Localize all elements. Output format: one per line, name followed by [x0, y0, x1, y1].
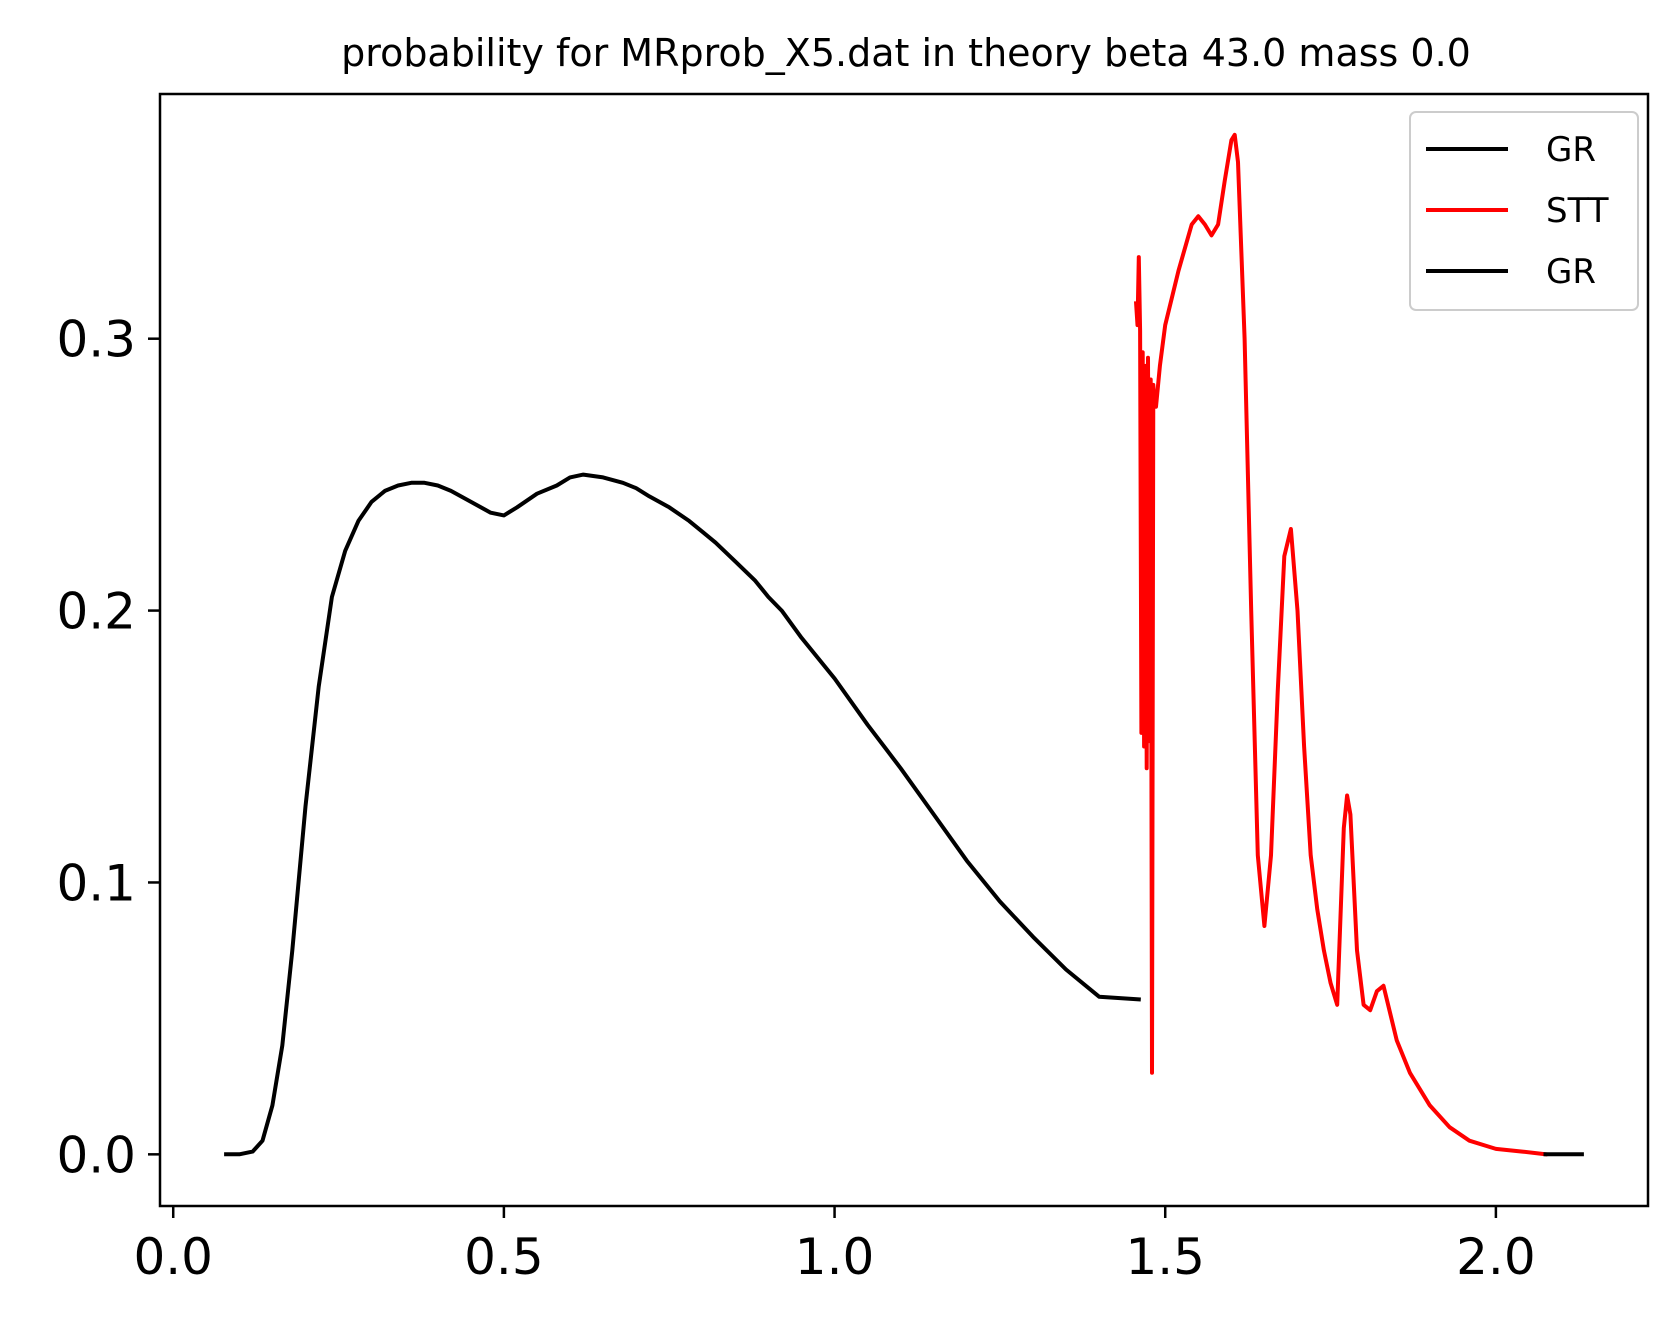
legend-label-gr-2: GR [1546, 252, 1596, 292]
y-tick-label: 0.0 [56, 1126, 136, 1184]
legend: GR STT GR [1409, 111, 1639, 311]
x-tick-label: 0.5 [464, 1228, 544, 1286]
y-tick-label: 0.2 [56, 583, 136, 641]
x-tick-label: 0.0 [133, 1228, 213, 1286]
x-tick-label: 2.0 [1456, 1228, 1536, 1286]
series-line-gr-0 [224, 472, 1141, 1157]
legend-frame [1409, 111, 1639, 311]
plot-frame [158, 92, 1650, 1208]
x-axis: 0.0 0.5 1.0 1.5 2.0 [133, 1206, 1536, 1286]
y-axis: 0.0 0.1 0.2 0.3 [56, 311, 160, 1184]
x-tick-label: 1.5 [1125, 1228, 1205, 1286]
y-tick-label: 0.1 [56, 854, 136, 912]
x-tick-label: 1.0 [795, 1228, 875, 1286]
y-tick-label: 0.3 [56, 311, 136, 369]
plot-lines [224, 132, 1584, 1157]
legend-label-stt: STT [1546, 191, 1609, 231]
series-line-stt-1 [1133, 132, 1548, 1157]
legend-label-gr: GR [1546, 130, 1596, 170]
chart-title: probability for MRprob_X5.dat in theory … [341, 31, 1471, 75]
